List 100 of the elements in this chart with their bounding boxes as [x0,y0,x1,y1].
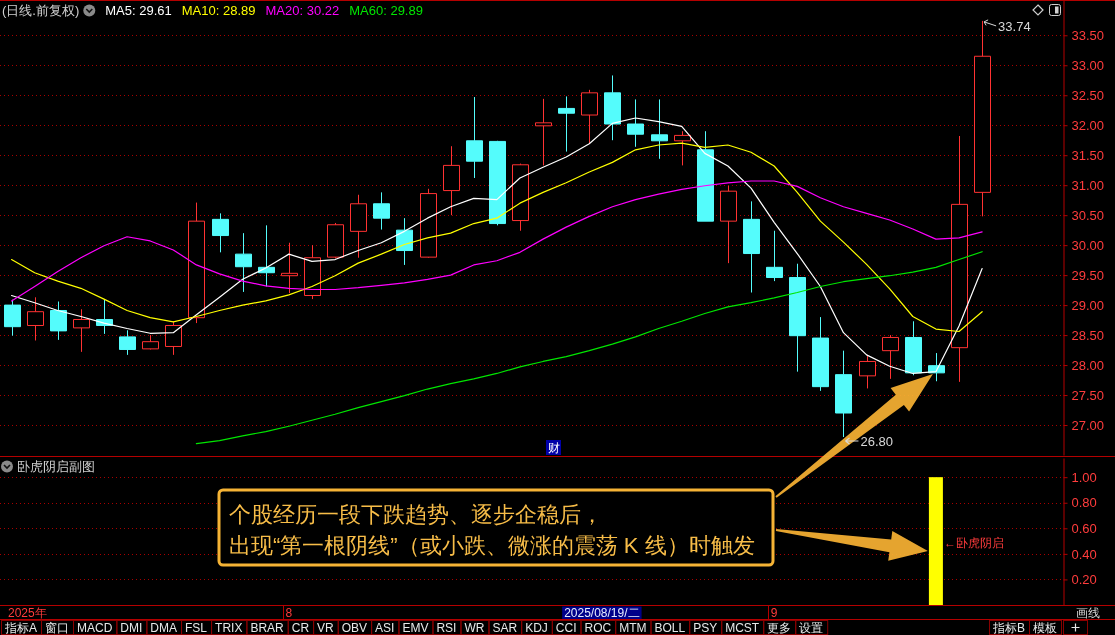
y-tick-label: 33.50 [1071,27,1105,43]
text: FSL [185,620,208,635]
candlestick [281,242,298,294]
y-tick-label: 32.50 [1071,87,1105,103]
text: MA60: 29.89 [349,3,423,18]
candlestick [720,185,737,264]
candlestick [258,224,275,288]
text: MCST [725,620,760,635]
line-series [10,142,983,333]
text: 指标A [4,620,38,635]
candlestick [235,232,252,293]
y-tick-label: 0.20 [1071,572,1097,588]
candlestick [212,212,229,253]
y-tick-label: 28.00 [1071,357,1105,373]
candlestick [558,95,575,153]
y-tick-label: 31.00 [1071,177,1105,193]
candlestick [882,334,899,380]
chart-title: 卧虎阴启副图 [17,459,95,474]
text: DMA [150,620,178,635]
y-tick-label: 29.00 [1071,297,1105,313]
candlestick [743,200,760,294]
y-tick-label: 32.00 [1071,117,1105,133]
candlestick [651,98,668,160]
text: RSI [436,620,457,635]
candlestick [859,355,876,389]
text: SAR [492,620,518,635]
x-tick-label: 9 [770,605,778,620]
candlestick [627,98,644,148]
text: OBV [341,620,368,635]
text: 更多 [767,620,792,635]
candlestick [535,98,552,166]
candlestick [350,194,367,259]
y-tick-label: 0.40 [1071,546,1097,562]
candlestick [674,130,691,166]
candlestick [373,191,390,231]
candlestick [119,329,136,356]
text: ROC [584,620,612,635]
y-tick-label: 0.60 [1071,520,1097,536]
y-tick-label: 30.00 [1071,237,1105,253]
candlestick [420,188,437,259]
candlestick [581,89,598,144]
text: CCI [555,620,577,635]
y-tick-label: 31.50 [1071,147,1105,163]
candlestick [697,130,714,222]
text: MTM [619,620,647,635]
candlestick [327,222,344,259]
candlestick [4,299,21,337]
text: CR [291,620,310,635]
candlestick [489,140,506,226]
candlestick [188,202,205,324]
candlestick [73,308,90,353]
candlestick [466,96,483,179]
text: MA5: 29.61 [105,3,172,18]
text: 设置 [799,620,824,635]
text: 2025年 [8,605,47,620]
y-tick-label: 33.00 [1071,57,1105,73]
annotation: 出现“第一根阴线”（或小跌、微涨的震荡 K 线）时触发 [229,533,755,558]
chart-title: (日线.前复权) [2,3,80,18]
candlestick [766,230,783,282]
candlestick [27,296,44,341]
candlestick [512,163,529,232]
text: TRIX [215,620,243,635]
text: 模板 [1033,620,1057,635]
candlestick [396,217,413,266]
annotation: 个股经历一段下跌趋势、逐步企稳后， [229,502,603,527]
candlestick [835,350,852,438]
candlestick [604,74,621,141]
text: 指标B [991,620,1025,635]
text: VR [317,620,335,635]
candlestick [951,135,968,383]
candlestick [905,320,922,376]
annotation: ←卧虎阴启 [943,536,1004,550]
annotation: 33.74 [998,18,1031,34]
candlestick [789,263,806,373]
text: ASI [375,620,395,635]
line-series [10,180,983,302]
y-tick-label: 1.00 [1071,469,1097,485]
candlestick [50,301,67,341]
annotation: 26.80 [860,434,894,450]
text: BRAR [250,620,285,635]
candlestick [443,145,460,216]
x-tick-label: 8 [285,605,293,620]
text: MA10: 28.89 [181,3,256,18]
y-tick-label: 0.80 [1071,495,1097,511]
text: 窗口 [45,620,70,635]
text: DMI [120,620,143,635]
text: 画线 [1076,605,1100,620]
text: MACD [77,620,113,635]
line-series [10,117,983,375]
candlestick [812,316,829,392]
text: MA20: 30.22 [265,3,340,18]
y-tick-label: 27.00 [1071,417,1105,433]
text: BOLL [654,620,686,635]
y-tick-label: 30.50 [1071,207,1105,223]
text: KDJ [525,620,548,635]
y-tick-label: 27.50 [1071,387,1105,403]
text: PSY [693,620,718,635]
text: EMV [402,620,429,635]
candlestick [142,334,159,350]
y-tick-label: 28.50 [1071,327,1105,343]
